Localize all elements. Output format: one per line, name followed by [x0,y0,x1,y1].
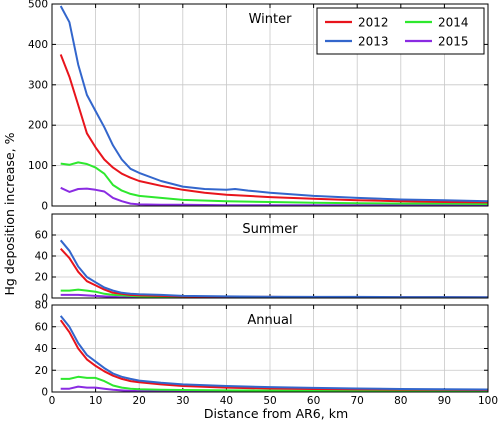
legend-label-2013: 2013 [358,35,389,49]
y-tick-label: 20 [35,365,48,377]
panel-summer: 0 20 40 60 Summer [35,213,489,305]
legend-label-2014: 2014 [438,16,469,30]
y-tick-label: 0 [41,293,48,305]
y-tick-label: 0 [41,201,48,213]
x-tick-label: 50 [263,395,276,407]
legend-label-2012: 2012 [358,16,389,30]
series-line-2013 [59,239,488,298]
y-tick-label: 300 [28,79,48,91]
panel-winter: 0 100 200 300 400 500 Winter 2012 2013 2014 2015 [28,0,489,213]
x-tick-label: 70 [351,395,364,407]
legend-box [316,7,485,55]
series-line-2015 [60,186,488,206]
series-line-2014 [60,161,488,205]
x-tick-label: 20 [133,395,146,407]
panel-title: Winter [249,12,293,27]
y-tick-label: 0 [41,387,48,399]
panel-title: Annual [247,313,292,328]
x-tick-label: 100 [478,395,498,407]
legend-label-2015: 2015 [438,35,469,49]
y-tick-label: 400 [28,39,48,51]
y-tick-label: 200 [28,120,48,132]
plot-frame [51,304,489,393]
y-tick-label: 60 [35,321,48,333]
y-tick-label: 100 [28,160,48,172]
y-tick-label: 40 [35,343,48,355]
x-tick-label: 80 [394,395,407,407]
x-axis-label: Distance from AR6, km [204,406,348,421]
y-tick-label: 20 [35,272,48,284]
panel-annual: 0 20 40 60 80 0 10 20 30 40 50 60 70 80 90 100 Annual [35,300,498,408]
x-tick-label: 90 [438,395,451,407]
legend: 2012 2013 2014 2015 [316,7,485,55]
y-tick-label: 500 [28,0,48,11]
x-tick-label: 40 [220,395,233,407]
y-tick-label: 60 [35,230,48,242]
x-tick-label: 30 [176,395,189,407]
x-tick-label: 60 [307,395,320,407]
plot-frame [51,3,489,207]
y-tick-label: 40 [35,251,48,263]
series-line-2013 [59,5,488,203]
series-line-2014 [60,375,488,392]
y-axis-label: Hg deposition increase, % [2,132,17,295]
panel-title: Summer [242,222,298,237]
plot-frame [51,213,489,299]
series-line-2012 [59,54,488,204]
x-tick-label: 0 [49,395,56,407]
y-tick-label: 80 [35,300,48,312]
series-line-2013 [59,315,488,391]
x-tick-label: 10 [89,395,102,407]
